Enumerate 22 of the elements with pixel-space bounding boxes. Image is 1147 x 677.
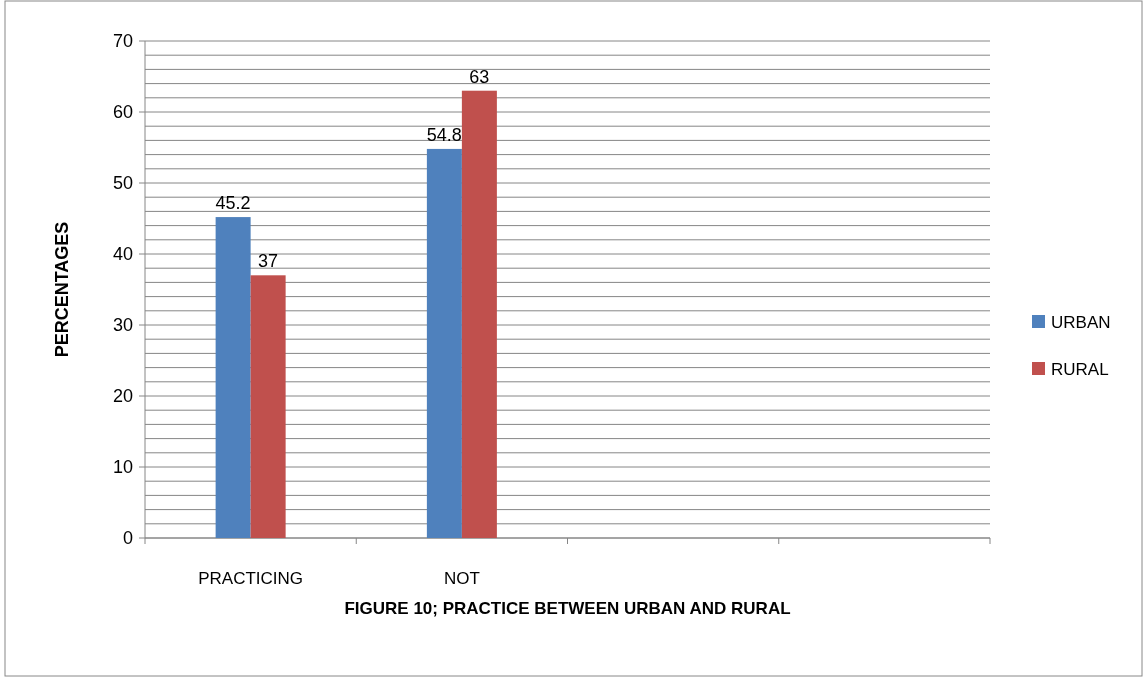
bar <box>426 148 462 538</box>
data-label: 54.8 <box>426 124 462 145</box>
legend-label: RURAL <box>1051 359 1109 379</box>
bar <box>461 90 497 538</box>
y-tick-label: 0 <box>122 528 133 549</box>
y-tick-label: 60 <box>112 102 133 123</box>
y-axis-title: PERCENTAGES <box>52 221 72 358</box>
y-tick-label: 70 <box>112 31 133 52</box>
y-tick-label: 20 <box>112 386 133 407</box>
bar <box>215 217 251 538</box>
data-label: 37 <box>258 251 279 272</box>
data-label: 45.2 <box>215 193 251 214</box>
legend-label: URBAN <box>1051 312 1111 332</box>
bar <box>250 275 286 538</box>
y-tick-label: 30 <box>112 315 133 336</box>
y-tick-label: 40 <box>112 244 133 265</box>
data-label: 63 <box>469 66 490 87</box>
x-tick-label: NOT <box>443 569 480 588</box>
x-tick-label: PRACTICING <box>198 569 304 588</box>
y-tick-label: 10 <box>112 457 133 478</box>
y-tick-label: 50 <box>112 173 133 194</box>
text: FIGURE 10; PRACTICE BETWEEN URBAN AND RURAL <box>344 599 791 618</box>
